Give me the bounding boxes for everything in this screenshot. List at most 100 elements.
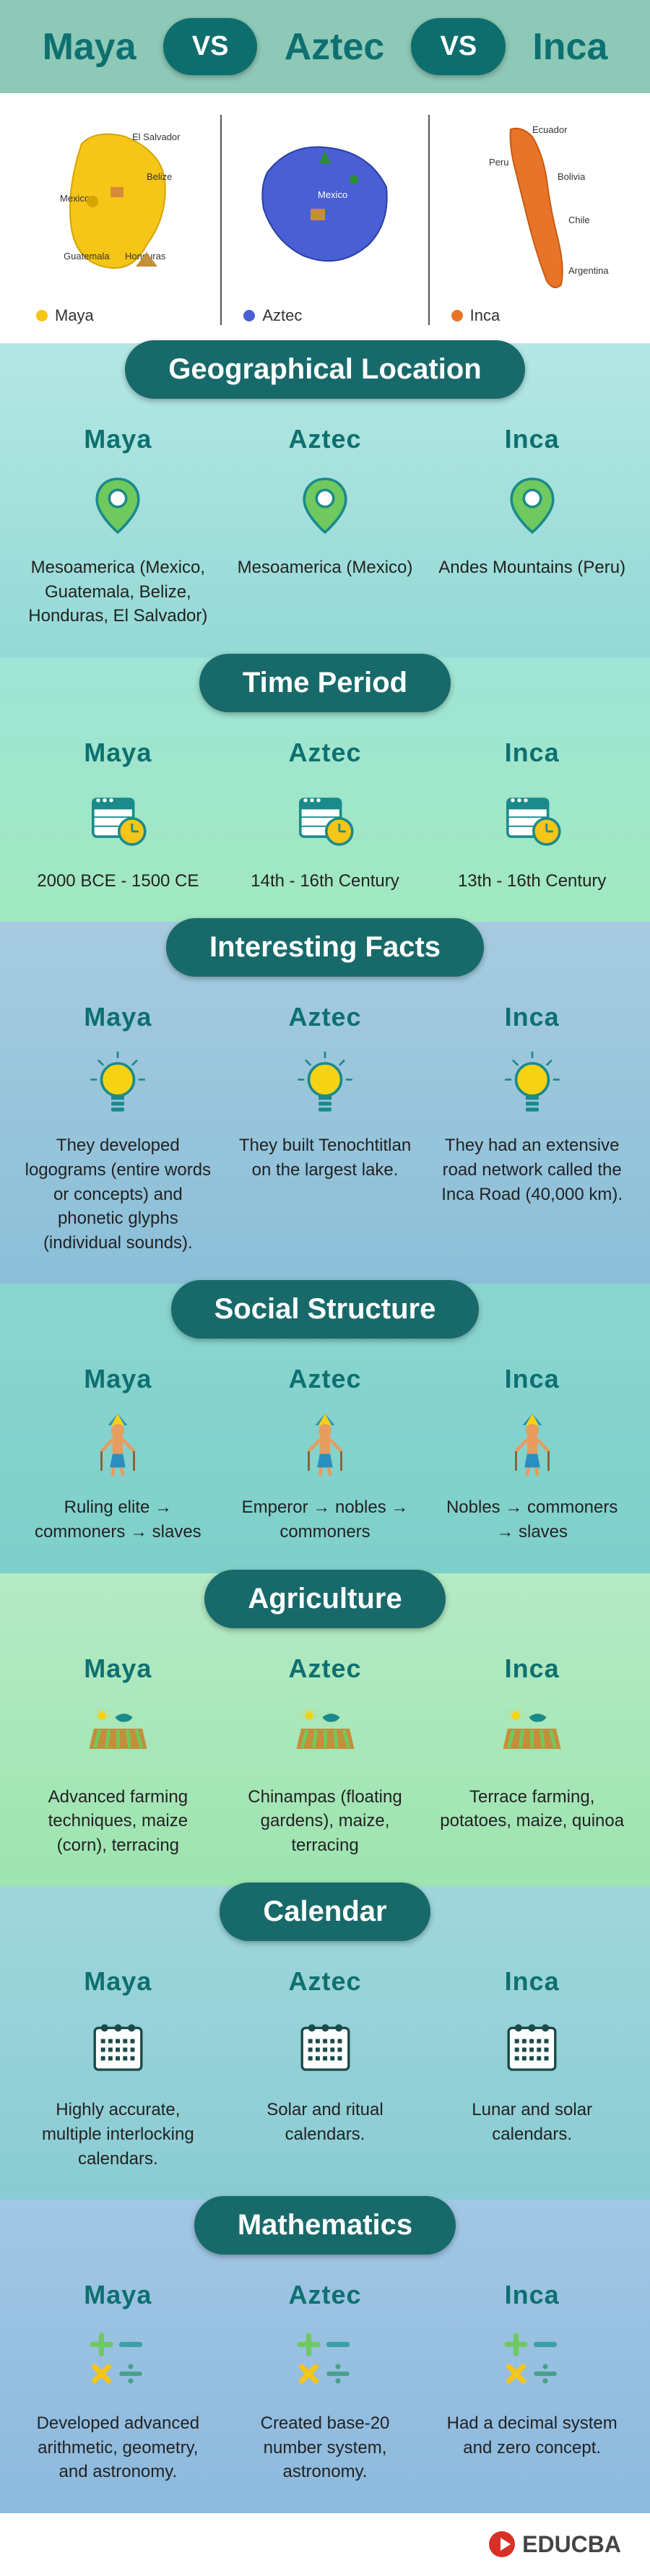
figure-icon xyxy=(289,1409,361,1481)
map-inca-svg: Ecuador Peru Bolivia Chile Argentina xyxy=(453,115,612,295)
col-text: They developed logograms (entire words o… xyxy=(24,1133,212,1255)
col-text: Solar and ritual calendars. xyxy=(231,2098,419,2146)
math-icon xyxy=(82,2325,154,2397)
section-math: Mathematics Maya Developed advanced arit… xyxy=(0,2200,650,2513)
legend-maya: Maya xyxy=(36,306,94,325)
header: Maya VS Aztec VS Inca xyxy=(0,0,650,93)
vs-badge-1: VS xyxy=(163,18,258,75)
pin-icon xyxy=(289,469,361,541)
col-geo-2: Inca Andes Mountains (Peru) xyxy=(436,424,628,628)
bulb-icon xyxy=(289,1047,361,1119)
header-aztec: Aztec xyxy=(285,25,385,69)
col-cal-1: Aztec Solar and ritual calendars. xyxy=(229,1966,422,2171)
section-header-facts: Interesting Facts xyxy=(166,918,484,977)
col-cal-0: Maya Highly accurate, multiple interlock… xyxy=(22,1966,214,2171)
col-text: Advanced farming techniques, maize (corn… xyxy=(24,1785,212,1858)
col-time-0: Maya 2000 BCE - 1500 CE xyxy=(22,738,214,894)
calendar-clock-icon xyxy=(289,782,361,855)
row-social: Maya Ruling elite → commoners → slaves A… xyxy=(0,1364,650,1544)
map-maya-svg: El Salvador Belize Mexico Guatemala Hond… xyxy=(38,115,197,295)
legend-inca: Inca xyxy=(451,306,500,325)
row-cal: Maya Highly accurate, multiple interlock… xyxy=(0,1966,650,2171)
col-text: 14th - 16th Century xyxy=(251,869,399,894)
calendar-icon xyxy=(289,2011,361,2083)
svg-text:Chile: Chile xyxy=(568,215,590,225)
header-maya: Maya xyxy=(43,25,136,69)
col-text: Andes Mountains (Peru) xyxy=(438,556,625,580)
bulb-icon xyxy=(496,1047,568,1119)
svg-text:Ecuador: Ecuador xyxy=(532,124,568,135)
col-text: They had an extensive road network calle… xyxy=(438,1133,626,1206)
section-time: Time Period Maya 2000 BCE - 1500 CE Azte… xyxy=(0,657,650,922)
col-title: Aztec xyxy=(288,1002,361,1032)
legend-maya-label: Maya xyxy=(55,306,94,325)
map-aztec: Mexico Aztec xyxy=(220,115,428,325)
calendar-clock-icon xyxy=(82,782,154,855)
legend-inca-label: Inca xyxy=(470,306,500,325)
col-facts-0: Maya They developed logograms (entire wo… xyxy=(22,1002,214,1255)
svg-text:Belize: Belize xyxy=(147,171,172,182)
col-title: Aztec xyxy=(288,2280,361,2310)
col-title: Maya xyxy=(84,738,152,768)
col-math-0: Maya Developed advanced arithmetic, geom… xyxy=(22,2280,214,2484)
section-geo: Geographical Location Maya Mesoamerica (… xyxy=(0,344,650,657)
section-header-geo: Geographical Location xyxy=(125,340,524,399)
col-title: Inca xyxy=(505,738,560,768)
pin-icon xyxy=(496,469,568,541)
section-header-agri: Agriculture xyxy=(204,1570,445,1628)
section-social: Social Structure Maya Ruling elite → com… xyxy=(0,1284,650,1573)
col-title: Inca xyxy=(505,1966,560,1997)
col-text: 2000 BCE - 1500 CE xyxy=(37,869,199,894)
section-header-math: Mathematics xyxy=(194,2196,456,2255)
col-text: Emperor → nobles → commoners xyxy=(231,1495,419,1544)
col-geo-1: Aztec Mesoamerica (Mexico) xyxy=(229,424,422,628)
footer: EDUCBA xyxy=(0,2513,650,2576)
section-agri: Agriculture Maya Advanced farming techni… xyxy=(0,1573,650,1887)
col-title: Maya xyxy=(84,1966,152,1997)
calendar-icon xyxy=(82,2011,154,2083)
col-math-2: Inca Had a decimal system and zero conce… xyxy=(436,2280,628,2484)
legend-aztec-label: Aztec xyxy=(262,306,302,325)
svg-text:Guatemala: Guatemala xyxy=(64,251,110,262)
col-text: Chinampas (floating gardens), maize, ter… xyxy=(231,1785,419,1858)
col-text: Mesoamerica (Mexico) xyxy=(238,556,413,580)
col-title: Maya xyxy=(84,2280,152,2310)
calendar-icon xyxy=(496,2011,568,2083)
col-title: Aztec xyxy=(288,424,361,454)
section-header-cal: Calendar xyxy=(220,1883,430,1941)
section-cal: Calendar Maya Highly accurate, multiple … xyxy=(0,1886,650,2200)
col-text: Highly accurate, multiple interlocking c… xyxy=(24,2098,212,2171)
col-title: Aztec xyxy=(288,1364,361,1394)
col-title: Maya xyxy=(84,424,152,454)
figure-icon xyxy=(82,1409,154,1481)
footer-brand: EDUCBA xyxy=(522,2531,621,2558)
col-title: Inca xyxy=(505,1364,560,1394)
col-time-2: Inca 13th - 16th Century xyxy=(436,738,628,894)
dot-inca xyxy=(451,310,463,321)
col-title: Inca xyxy=(505,424,560,454)
col-text: They built Tenochtitlan on the largest l… xyxy=(231,1133,419,1182)
col-text: Created base-20 number system, astronomy… xyxy=(231,2411,419,2484)
map-aztec-svg: Mexico xyxy=(246,115,404,295)
col-title: Aztec xyxy=(288,738,361,768)
col-title: Aztec xyxy=(288,1966,361,1997)
svg-text:El Salvador: El Salvador xyxy=(132,131,181,142)
svg-text:Peru: Peru xyxy=(489,157,508,168)
footer-logo-icon xyxy=(489,2531,515,2557)
col-facts-1: Aztec They built Tenochtitlan on the lar… xyxy=(229,1002,422,1255)
col-text: Nobles → commoners → slaves xyxy=(438,1495,626,1544)
col-title: Maya xyxy=(84,1654,152,1684)
sections: Geographical Location Maya Mesoamerica (… xyxy=(0,344,650,2513)
row-geo: Maya Mesoamerica (Mexico, Guatemala, Bel… xyxy=(0,424,650,628)
col-math-1: Aztec Created base-20 number system, ast… xyxy=(229,2280,422,2484)
row-agri: Maya Advanced farming techniques, maize … xyxy=(0,1654,650,1858)
bulb-icon xyxy=(82,1047,154,1119)
figure-icon xyxy=(496,1409,568,1481)
math-icon xyxy=(289,2325,361,2397)
header-inca: Inca xyxy=(532,25,607,69)
svg-text:Bolivia: Bolivia xyxy=(558,171,586,182)
legend-aztec: Aztec xyxy=(243,306,302,325)
col-text: Had a decimal system and zero concept. xyxy=(438,2411,626,2460)
math-icon xyxy=(496,2325,568,2397)
col-time-1: Aztec 14th - 16th Century xyxy=(229,738,422,894)
